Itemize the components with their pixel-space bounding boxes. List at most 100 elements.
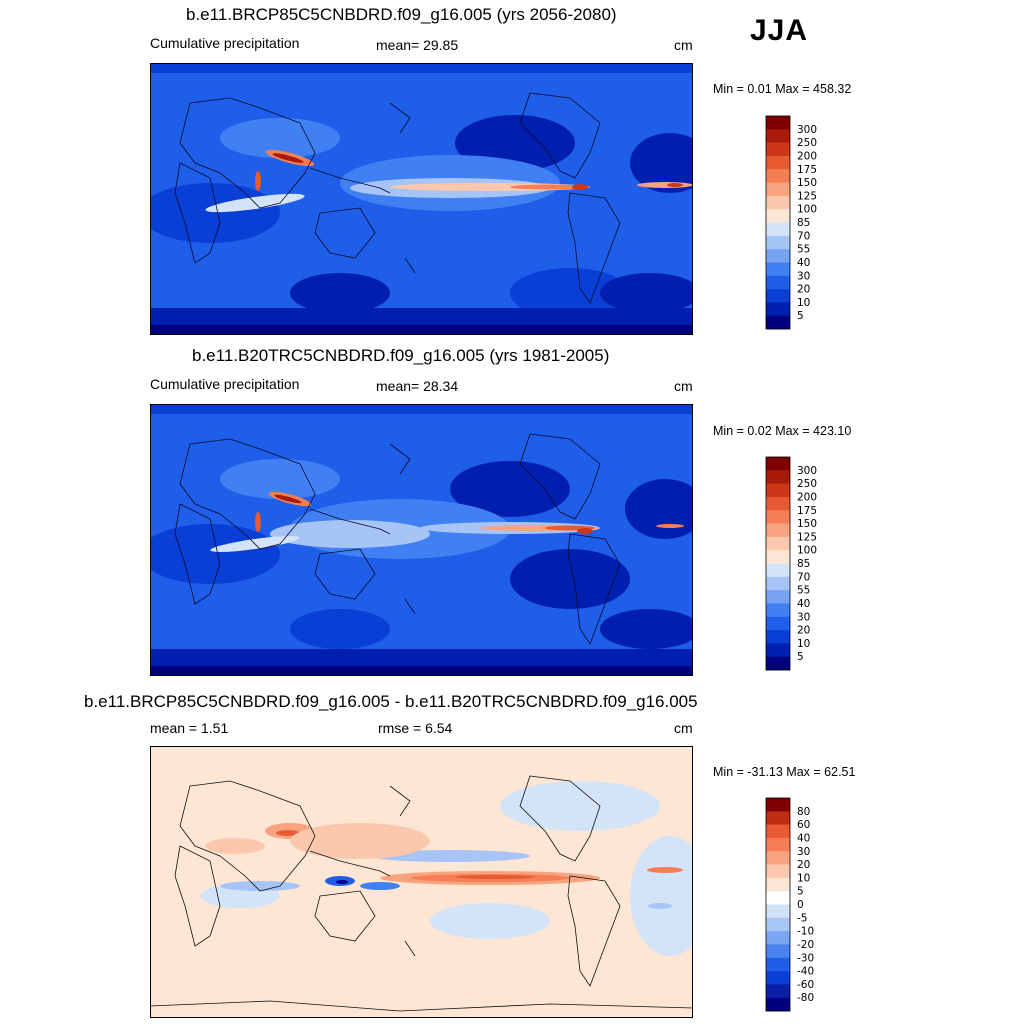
colorbar-tick-label: -30 [797,952,814,964]
panel-3-colorbar-blocks [765,797,791,1012]
colorbar-tick-label: 5 [797,651,804,663]
colorbar-swatch [766,971,790,985]
colorbar-tick-label: 55 [797,244,810,256]
colorbar-swatch [766,851,790,865]
colorbar-swatch [766,931,790,945]
panel-3-title: b.e11.BRCP85C5CNBDRD.f09_g16.005 - b.e11… [84,692,698,711]
colorbar-swatch [766,155,790,170]
colorbar-tick-label: 100 [797,204,817,216]
panel-2-minmax-label: Min = 0.02 Max = 423.10 [713,424,852,438]
panel-3-rmse-label: rmse = 6.54 [378,720,453,736]
colorbar-swatch [766,483,790,498]
colorbar-tick-label: 20 [797,859,810,871]
colorbar-swatch [766,616,790,631]
colorbar-tick-label: 20 [797,625,810,637]
panel-1-precip-map [150,63,693,335]
colorbar-swatch [766,904,790,919]
colorbar-tick-label: 5 [797,886,804,898]
panel-1-title: b.e11.BRCP85C5CNBDRD.f09_g16.005 (yrs 20… [186,5,617,24]
colorbar-swatch [766,536,790,551]
colorbar-tick-label: 150 [797,177,817,189]
colorbar-tick-label: 40 [797,598,810,610]
colorbar-tick-label: 175 [797,164,817,176]
colorbar-frame [765,797,791,1012]
colorbar-swatch [766,182,790,197]
panel-3-mean-label: mean = 1.51 [150,720,229,736]
colorbar-tick-label: 70 [797,571,810,583]
panel-1-colorbar-blocks [765,115,791,330]
colorbar-tick-label: 100 [797,545,817,557]
colorbar-swatch [766,523,790,538]
colorbar-swatch [766,209,790,223]
colorbar-frame [765,115,791,330]
colorbar-tick-label: 85 [797,558,810,570]
colorbar-tick-label: 30 [797,846,810,858]
colorbar-swatch [766,289,790,303]
colorbar-tick-label: 200 [797,491,817,503]
panel-2-colorbar-blocks [765,456,791,671]
colorbar-tick-label: 125 [797,531,817,543]
colorbar-swatch [766,262,790,277]
colorbar-swatch [766,891,790,905]
colorbar-tick-label: -60 [797,979,814,991]
colorbar-frame [765,456,791,671]
colorbar-swatch [766,824,790,839]
colorbar-swatch [766,457,790,471]
colorbar-swatch [766,864,790,879]
colorbar-swatch [766,837,790,852]
colorbar-swatch [766,169,790,183]
colorbar-tick-label: 250 [797,137,817,149]
colorbar-swatch [766,470,790,484]
colorbar-swatch [766,195,790,210]
colorbar-tick-label: 125 [797,190,817,202]
colorbar-tick-label: 10 [797,297,810,309]
colorbar-tick-label: -40 [797,966,814,978]
colorbar-swatch [766,222,790,237]
colorbar-swatch [766,656,790,671]
colorbar-swatch [766,798,790,812]
colorbar-swatch [766,563,790,578]
colorbar-tick-label: 70 [797,230,810,242]
colorbar-swatch [766,235,790,250]
colorbar-tick-label: 300 [797,124,817,136]
panel-2-title: b.e11.B20TRC5CNBDRD.f09_g16.005 (yrs 198… [192,346,610,365]
colorbar-swatch [766,550,790,564]
panel-2-variable-label: Cumulative precipitation [150,376,300,392]
colorbar-tick-label: -80 [797,992,814,1004]
colorbar-swatch [766,275,790,290]
colorbar-swatch [766,142,790,157]
colorbar-swatch [766,877,790,892]
colorbar-tick-label: 80 [797,806,810,818]
panel-3-minmax-label: Min = -31.13 Max = 62.51 [713,765,856,779]
panel-3-units-label: cm [674,720,693,736]
colorbar-swatch [766,957,790,972]
panel-1-minmax-label: Min = 0.01 Max = 458.32 [713,82,852,96]
colorbar-tick-label: 60 [797,819,810,831]
colorbar-tick-label: 30 [797,270,810,282]
panel-1-variable-label: Cumulative precipitation [150,35,300,51]
colorbar-swatch [766,249,790,263]
season-label: JJA [750,14,809,47]
colorbar-tick-label: 150 [797,518,817,530]
colorbar-swatch [766,590,790,604]
colorbar-tick-label: 5 [797,310,804,322]
panel-2-units-label: cm [674,378,693,394]
colorbar-swatch [766,116,790,130]
colorbar-tick-label: 0 [797,899,804,911]
colorbar-tick-label: 30 [797,611,810,623]
colorbar-swatch [766,576,790,591]
colorbar-swatch [766,510,790,524]
colorbar-swatch [766,302,790,316]
colorbar-tick-label: 300 [797,465,817,477]
colorbar-swatch [766,997,790,1012]
colorbar-swatch [766,917,790,932]
colorbar-tick-label: 10 [797,638,810,650]
colorbar-tick-label: -5 [797,912,807,924]
colorbar-tick-label: 200 [797,150,817,162]
